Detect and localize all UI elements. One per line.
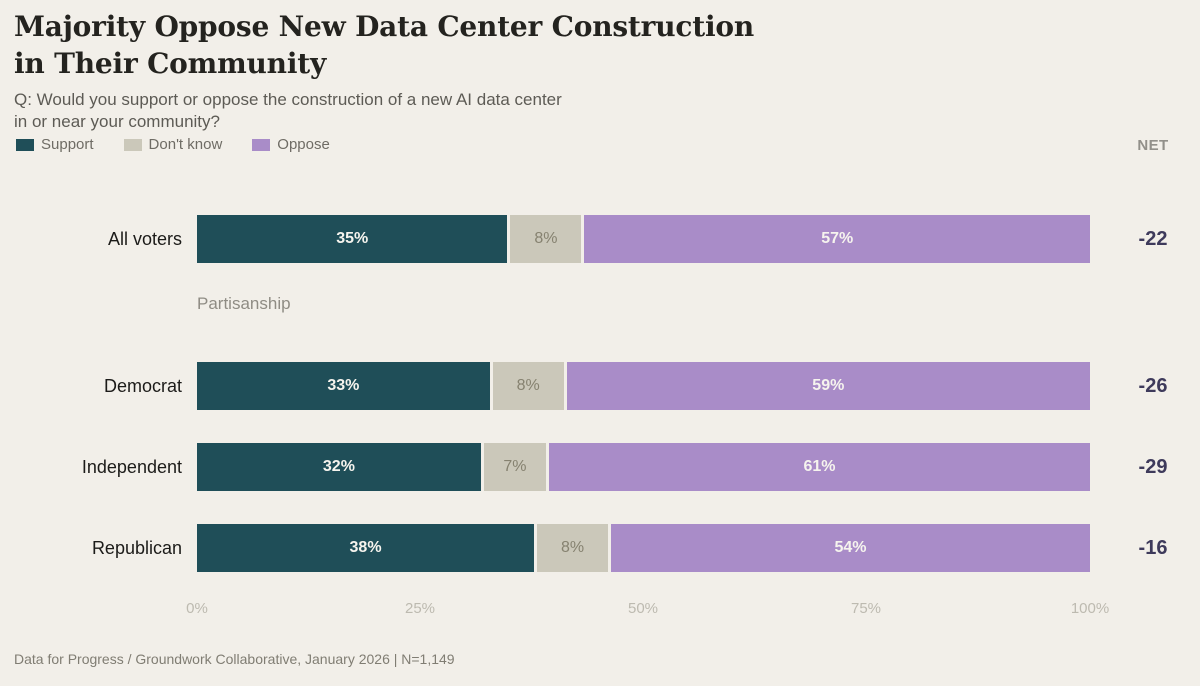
x-tick-0: 0% [186, 600, 208, 617]
chart-question-line1: Q: Would you support or oppose the const… [14, 90, 562, 109]
segment-value-label: 8% [516, 377, 540, 394]
net-value: -16 [1138, 537, 1168, 559]
bar-segment-oppose: 54% [611, 524, 1090, 572]
section-label-partisanship: Partisanship [197, 294, 291, 313]
bar-segment-support: 35% [197, 215, 508, 263]
legend-label: Support [41, 136, 94, 153]
bar-segment-dont-know: 8% [510, 215, 582, 263]
bar-segment-dont-know: 8% [537, 524, 609, 572]
stacked-bar: 38% 8% 54% [197, 524, 1090, 572]
segment-value-label: 32% [322, 458, 355, 475]
dont-know-swatch-icon [123, 138, 142, 151]
legend-item-dont-know: Don't know [123, 136, 223, 153]
segment-value-label: 61% [803, 458, 836, 475]
chart-question-line2: in or near your community? [14, 112, 220, 131]
segment-value-label: 38% [349, 539, 382, 556]
bar-segment-oppose: 57% [584, 215, 1090, 263]
category-label: Democrat [103, 376, 182, 396]
bar-segment-dont-know: 8% [492, 362, 564, 410]
segment-value-label: 35% [336, 230, 369, 247]
bar-row-republican: Republican 38% 8% 54% -16 [0, 524, 1200, 572]
bar-segment-oppose: 61% [548, 443, 1090, 491]
oppose-swatch-icon [252, 138, 271, 151]
category-label: Independent [81, 457, 182, 477]
net-value: -26 [1138, 375, 1168, 397]
x-tick-25: 25% [404, 600, 436, 617]
bar-row-independent: Independent 32% 7% 61% -29 [0, 443, 1200, 491]
segment-value-label: 57% [821, 230, 854, 247]
bar-row-all-voters: All voters 35% 8% 57% -22 [0, 215, 1200, 263]
legend-label: Don't know [148, 136, 223, 153]
net-value: -29 [1138, 456, 1168, 478]
stacked-bar: 35% 8% 57% [197, 215, 1090, 263]
footer-source: Data for Progress / Groundwork Collabora… [14, 651, 455, 667]
bar-segment-support: 33% [197, 362, 490, 410]
x-tick-100: 100% [1070, 600, 1110, 617]
bar-segment-dont-know: 7% [483, 443, 546, 491]
bar-segment-support: 38% [197, 524, 535, 572]
category-label: All voters [107, 229, 182, 249]
legend-item-oppose: Oppose [252, 136, 330, 153]
support-swatch-icon [16, 138, 34, 151]
stacked-bar: 33% 8% 59% [197, 362, 1090, 410]
category-label: Republican [91, 538, 182, 558]
legend: Support Don't know Oppose [16, 136, 330, 153]
segment-value-label: 8% [534, 230, 558, 247]
page-title-line2: in Their Community [14, 47, 327, 80]
bar-segment-support: 32% [197, 443, 481, 491]
net-column-header: NET [1137, 137, 1169, 154]
segment-value-label: 8% [560, 539, 585, 556]
bar-segment-oppose: 59% [566, 362, 1090, 410]
segment-value-label: 33% [327, 377, 360, 394]
legend-label: Oppose [277, 136, 330, 153]
stacked-bar: 32% 7% 61% [197, 443, 1090, 491]
net-value: -22 [1138, 228, 1168, 250]
bar-row-democrat: Democrat 33% 8% 59% -26 [0, 362, 1200, 410]
segment-value-label: 54% [834, 539, 867, 556]
segment-value-label: 59% [812, 377, 845, 394]
chart-question: Q: Would you support or oppose the const… [14, 89, 562, 133]
segment-value-label: 7% [503, 458, 527, 475]
page-title-line1: Majority Oppose New Data Center Construc… [14, 10, 755, 43]
x-axis: 0% 25% 50% 75% 100% [0, 600, 1200, 618]
legend-item-support: Support [16, 136, 94, 153]
x-tick-75: 75% [850, 600, 882, 617]
x-tick-50: 50% [627, 600, 659, 617]
page-title: Majority Oppose New Data Center Construc… [14, 8, 754, 82]
